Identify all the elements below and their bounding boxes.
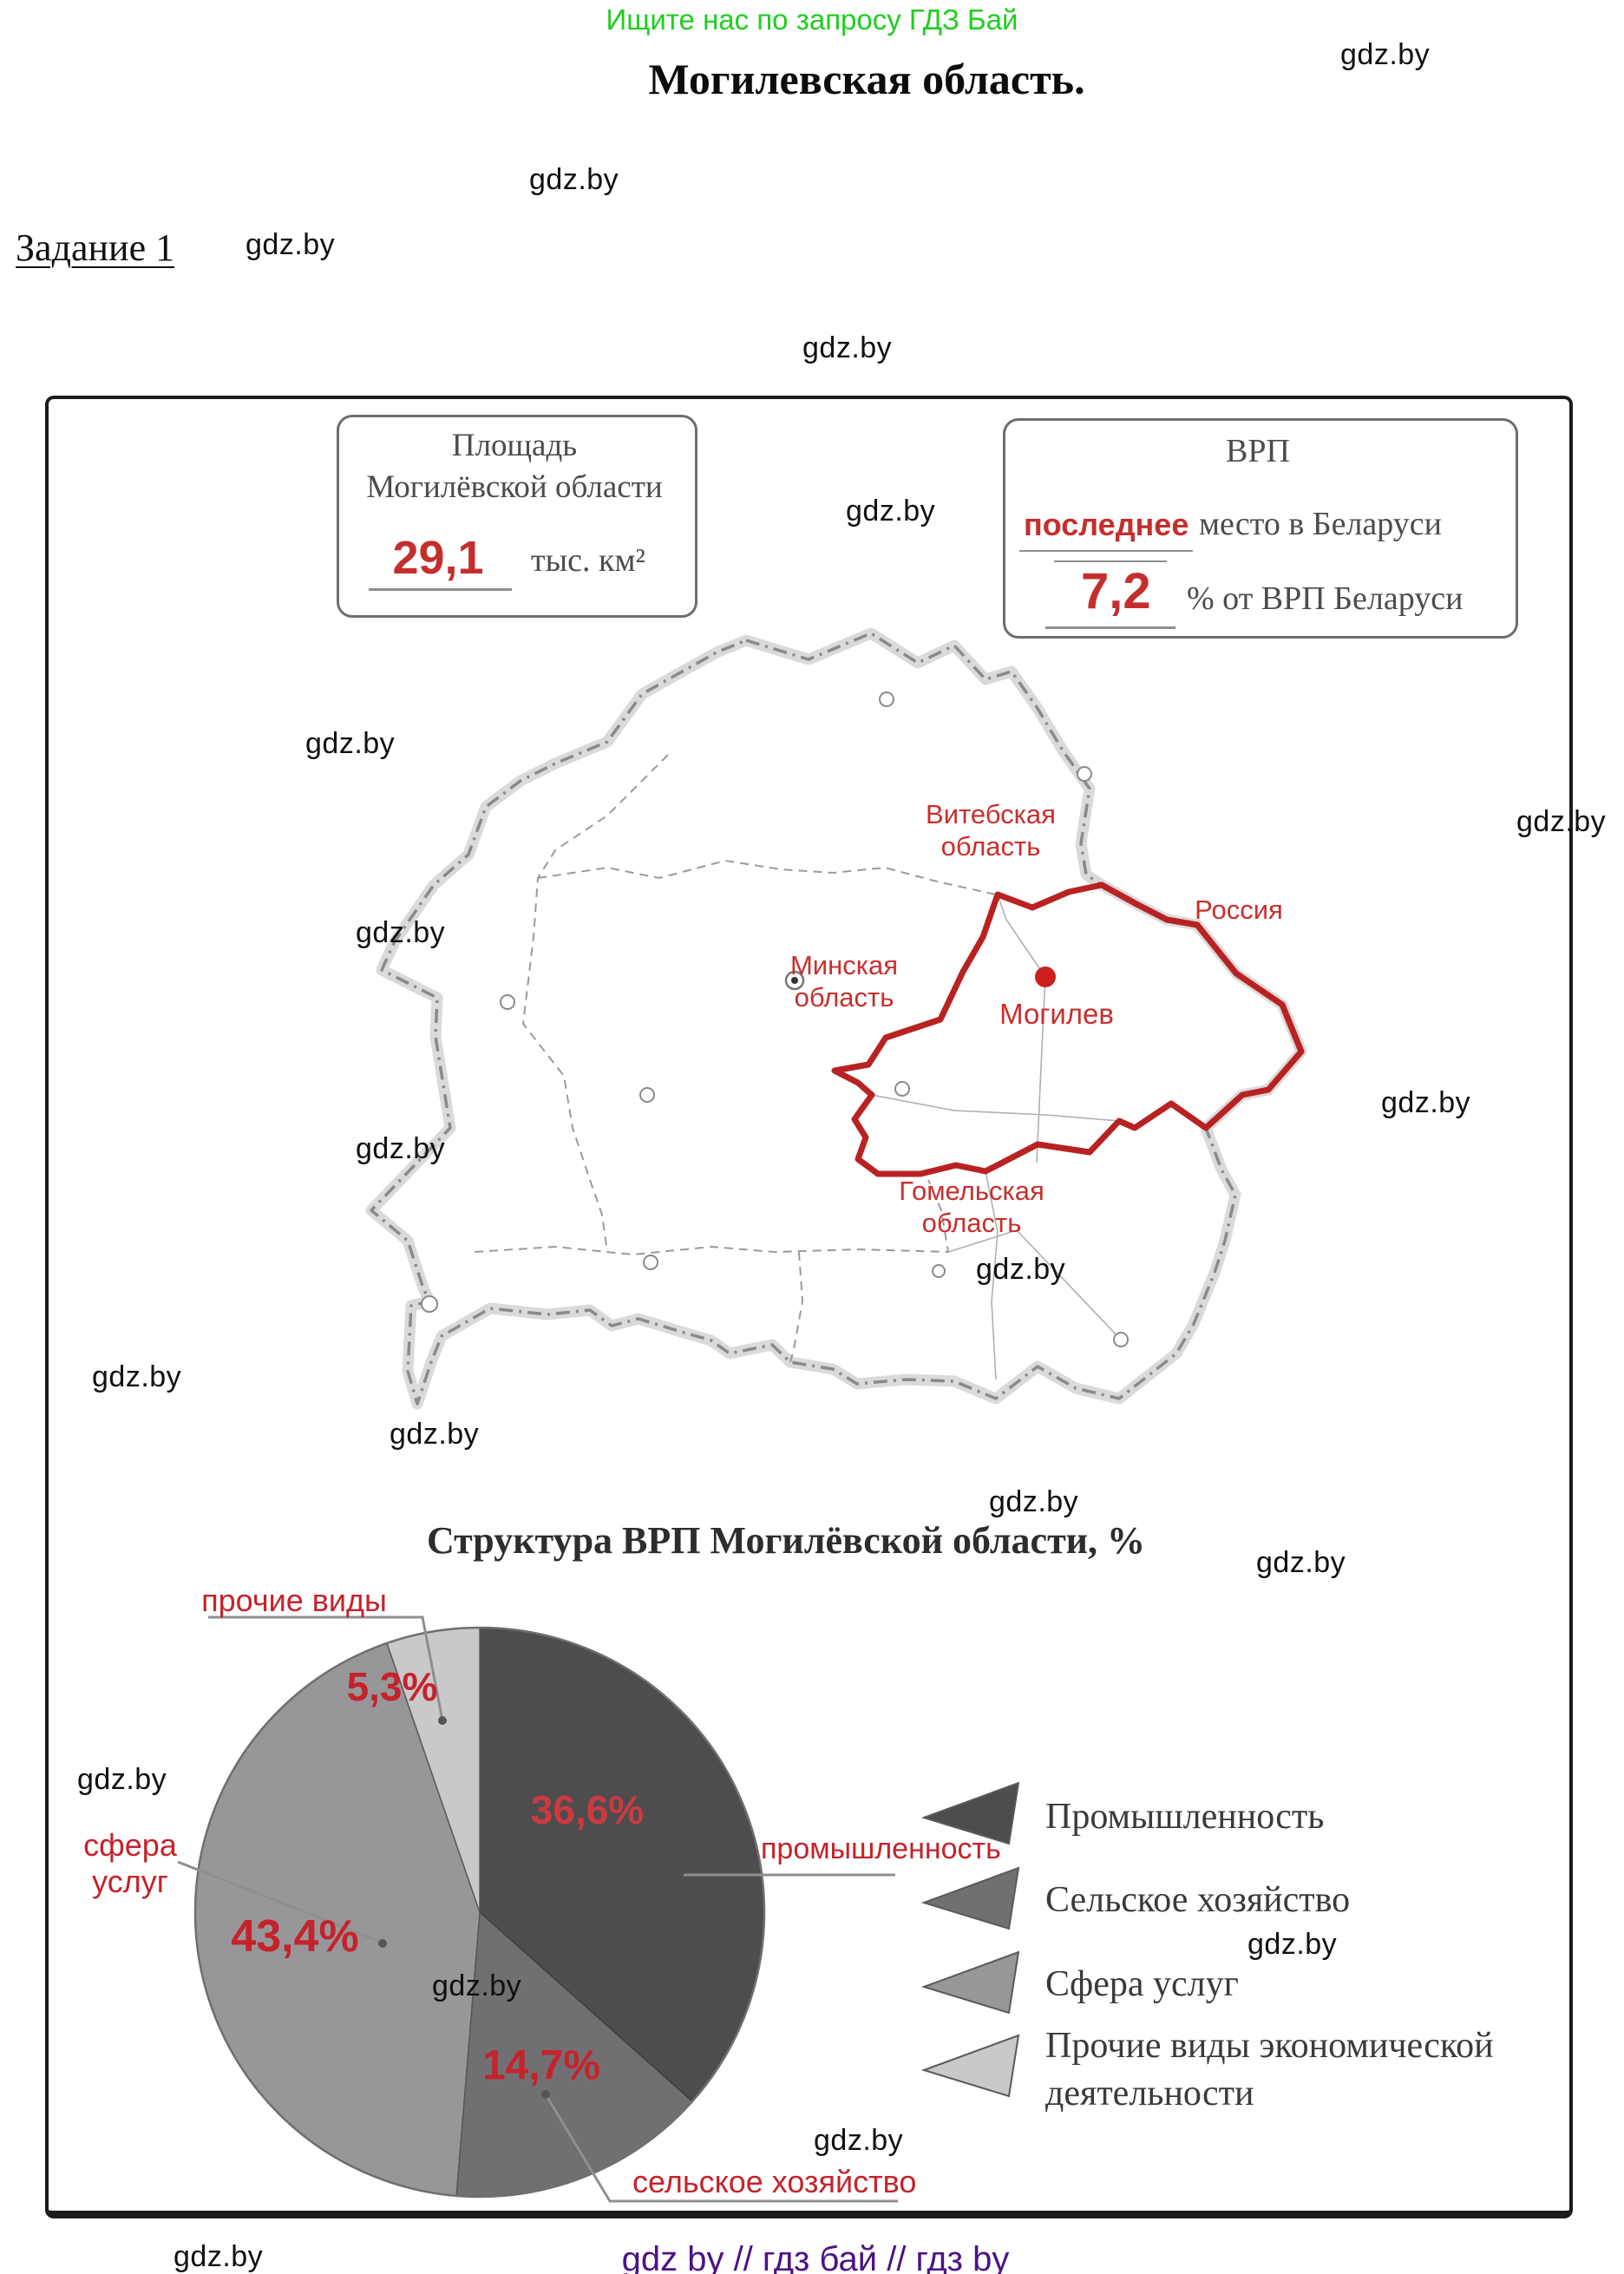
watermark: gdz.by	[356, 1132, 446, 1165]
vrp-rank-label: место в Беларуси	[1199, 506, 1442, 542]
leader-dot-services	[378, 1939, 387, 1948]
watermark: gdz.by	[77, 1763, 167, 1796]
legend-wedge-services	[920, 1950, 1020, 2015]
watermark: gdz.by	[814, 2124, 904, 2157]
task-label: Задание 1	[16, 226, 175, 269]
watermark: gdz.by	[1381, 1086, 1471, 1119]
vrp-rank-underline2	[1054, 560, 1167, 562]
watermark: gdz.by	[989, 1485, 1079, 1518]
footer-links: gdz by // гдз бай // гдз by	[621, 2240, 1010, 2274]
area-value: 29,1	[392, 532, 484, 584]
leader-agriculture	[544, 2094, 898, 2203]
vrp-rank-value: последнее	[1024, 507, 1189, 542]
vrp-rank-underline	[1019, 550, 1193, 552]
map-label-gomel-line2: область	[921, 1208, 1022, 1238]
callout-other: прочие виды	[201, 1583, 387, 1618]
pie-value-services: 43,4%	[231, 1911, 359, 1962]
area-box-line1: Площадь	[451, 428, 578, 463]
watermark: gdz.by	[529, 163, 619, 196]
leader-services	[177, 1860, 379, 1943]
map-label-vitebsk: Витебская область	[926, 798, 1056, 862]
map-label-minsk: Минская область	[790, 949, 898, 1013]
map-label-vitebsk-line2: область	[940, 831, 1041, 862]
watermark: gdz.by	[1256, 1546, 1346, 1579]
area-box-line2: Могилёвской области	[366, 469, 663, 505]
pie-value-agriculture: 14,7%	[481, 2042, 601, 2089]
map-label-minsk-line2: область	[794, 982, 894, 1012]
callout-industry: промышленность	[761, 1832, 1001, 1865]
callout-services-line2: услуг	[92, 1864, 168, 1899]
watermark: gdz.by	[390, 1418, 480, 1451]
page-title: Могилевская область.	[648, 55, 1085, 103]
callout-agriculture: сельское хозяйство	[632, 2164, 917, 2199]
legend-label-services: Сфера услуг	[1045, 1964, 1239, 2004]
legend-label-industry: Промышленность	[1045, 1797, 1325, 1837]
callout-services: сфера услуг	[83, 1827, 177, 1900]
pie-value-other: 5,3%	[346, 1664, 438, 1709]
leader-dot-other	[438, 1716, 447, 1725]
legend-wedge-industry	[920, 1781, 1020, 1845]
watermark: gdz.by	[1247, 1928, 1338, 1961]
watermark: gdz.by	[1516, 805, 1607, 838]
promo-banner: Ищите нас по запросу ГДЗ Бай	[606, 3, 1018, 36]
leader-dot-agriculture	[541, 2090, 550, 2099]
belarus-map	[365, 627, 1307, 1410]
watermark: gdz.by	[976, 1253, 1066, 1286]
area-unit: тыс. км²	[531, 542, 645, 579]
vrp-info-box	[1003, 418, 1518, 639]
watermark: gdz.by	[305, 727, 396, 760]
watermark: gdz.by	[846, 495, 936, 528]
vrp-title: ВРП	[1226, 433, 1290, 469]
vrp-share-label: % от ВРП Беларуси	[1187, 580, 1464, 617]
watermark: gdz.by	[174, 2240, 264, 2273]
area-info-box	[337, 415, 697, 618]
area-value-underline	[369, 588, 512, 591]
watermark: gdz.by	[246, 228, 336, 261]
town-markers	[421, 691, 1129, 1347]
watermark: gdz.by	[1340, 38, 1431, 71]
legend-wedge-other	[920, 2034, 1020, 2098]
watermark: gdz.by	[92, 1360, 182, 1393]
map-label-vitebsk-line1: Витебская	[926, 799, 1056, 829]
chart-title: Структура ВРП Могилёвской области, %	[426, 1519, 1146, 1562]
map-label-minsk-line1: Минская	[789, 950, 899, 980]
watermark: gdz.by	[356, 916, 446, 949]
leader-lines	[177, 1615, 898, 2203]
vrp-structure-pie-chart	[177, 1615, 1020, 2203]
mogilev-city-dot	[1035, 967, 1056, 987]
legend-label-other-line2: деятельности	[1045, 2074, 1254, 2113]
leader-other	[208, 1615, 444, 1721]
map-label-russia: Россия	[1195, 895, 1283, 925]
pie-rim	[193, 1626, 766, 2199]
legend-wedge-agriculture	[920, 1866, 1020, 1930]
watermark: gdz.by	[432, 1969, 522, 2002]
vrp-share-value: 7,2	[1081, 563, 1151, 619]
map-label-mogilev-city: Могилев	[999, 998, 1114, 1030]
map-label-gomel: Гомельская область	[899, 1175, 1044, 1239]
minsk-city-marker	[784, 970, 805, 991]
oblast-borders	[474, 754, 997, 1363]
vrp-share-underline	[1045, 626, 1175, 629]
callout-services-line1: сфера	[83, 1827, 177, 1863]
legend-label-agriculture: Сельское хозяйство	[1045, 1880, 1351, 1920]
figure-frame	[45, 396, 1573, 2218]
mogilev-region-outline	[831, 881, 1305, 1177]
watermark: gdz.by	[802, 331, 893, 364]
map-label-gomel-line1: Гомельская	[899, 1176, 1044, 1206]
country-halo	[365, 627, 1307, 1410]
legend-label-other-line1: Прочие виды экономической	[1045, 2026, 1494, 2066]
pie-value-industry: 36,6%	[530, 1787, 645, 1832]
